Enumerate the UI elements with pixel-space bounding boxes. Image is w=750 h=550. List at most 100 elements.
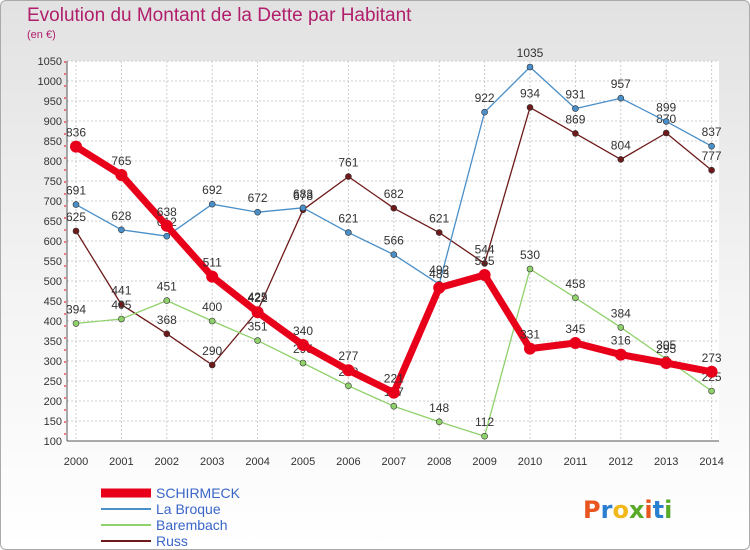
data-label-la-broque: 899	[656, 100, 676, 114]
data-label-barembach: 305	[656, 338, 676, 352]
data-label-barembach: 405	[111, 298, 131, 312]
data-label-schirmeck: 422	[248, 291, 268, 305]
data-label-la-broque: 566	[384, 234, 404, 248]
data-point-russ	[617, 156, 625, 163]
data-point-la-broque	[390, 251, 398, 258]
legend-label-russ: Russ	[156, 533, 188, 549]
data-label-russ: 804	[611, 138, 631, 152]
data-label-schirmeck: 765	[111, 154, 131, 168]
y-tick-label: 300	[44, 356, 62, 368]
data-point-barembach	[617, 324, 625, 331]
plot-area	[67, 61, 719, 441]
data-point-schirmeck	[70, 140, 82, 153]
data-point-barembach	[390, 402, 398, 410]
data-label-russ: 290	[202, 344, 222, 358]
data-point-russ	[708, 166, 715, 174]
data-point-barembach	[345, 382, 352, 390]
data-label-russ: 777	[702, 149, 722, 163]
data-label-la-broque: 691	[66, 184, 86, 198]
data-label-russ: 441	[111, 284, 131, 298]
data-point-la-broque	[572, 105, 579, 112]
x-tick-label: 2007	[382, 456, 406, 468]
data-label-la-broque: 621	[338, 212, 358, 226]
data-point-barembach	[208, 317, 216, 325]
proxiti-logo: Proxiti	[583, 496, 672, 524]
data-point-russ	[662, 129, 670, 137]
y-tick-label: 800	[44, 156, 62, 168]
data-label-schirmeck: 515	[475, 254, 495, 268]
x-tick-label: 2013	[654, 456, 678, 468]
data-point-la-broque	[662, 118, 670, 125]
data-point-russ	[526, 104, 534, 111]
data-point-russ	[345, 173, 352, 180]
data-point-russ	[390, 204, 398, 212]
y-tick-label: 1050	[38, 56, 62, 68]
x-tick-label: 2009	[472, 456, 496, 468]
data-point-la-broque	[708, 142, 715, 150]
data-point-russ	[435, 229, 443, 236]
data-label-schirmeck: 345	[565, 322, 585, 336]
data-label-barembach: 451	[157, 280, 177, 294]
data-label-russ: 544	[475, 242, 495, 256]
data-point-la-broque	[208, 200, 216, 208]
data-point-la-broque	[345, 229, 352, 236]
y-tick-label: 750	[44, 176, 62, 188]
data-point-barembach	[481, 432, 488, 440]
data-label-schirmeck: 273	[702, 351, 722, 365]
data-point-barembach	[72, 320, 80, 327]
data-point-schirmeck	[342, 364, 355, 377]
data-point-russ	[72, 227, 80, 235]
data-label-schirmeck: 340	[293, 324, 313, 338]
x-tick-label: 2002	[155, 456, 179, 468]
y-tick-label: 950	[44, 96, 62, 108]
data-point-schirmeck	[160, 219, 173, 232]
data-label-barembach: 351	[248, 320, 268, 334]
y-tick-label: 700	[44, 196, 62, 208]
data-label-russ: 934	[520, 86, 540, 100]
data-point-barembach	[299, 359, 307, 367]
data-point-la-broque	[617, 94, 625, 102]
data-label-barembach: 458	[565, 277, 585, 291]
data-label-schirmeck: 511	[203, 256, 222, 270]
data-point-schirmeck	[206, 270, 219, 283]
data-label-la-broque: 692	[202, 183, 222, 197]
x-tick-label: 2008	[427, 456, 451, 468]
data-point-barembach	[708, 387, 715, 395]
data-point-barembach	[118, 315, 125, 323]
data-point-schirmeck	[614, 348, 627, 361]
chart-title: Evolution du Montant de la Dette par Hab…	[27, 5, 412, 26]
x-tick-label: 2001	[109, 456, 133, 468]
y-tick-label: 450	[44, 296, 62, 308]
y-tick-label: 400	[44, 316, 62, 328]
data-label-la-broque: 683	[293, 187, 313, 201]
data-point-barembach	[163, 297, 171, 304]
x-tick-label: 2004	[245, 456, 269, 468]
data-label-schirmeck: 638	[157, 205, 177, 219]
data-point-la-broque	[72, 201, 80, 208]
data-point-schirmeck	[569, 337, 582, 349]
data-label-la-broque: 492	[429, 263, 449, 277]
data-label-barembach: 530	[520, 248, 540, 262]
data-point-la-broque	[254, 208, 261, 216]
legend-label-barembach: Barembach	[156, 517, 228, 533]
data-label-schirmeck: 295	[656, 342, 676, 356]
data-label-la-broque: 837	[702, 125, 722, 139]
x-tick-label: 2006	[336, 456, 360, 468]
y-tick-label: 850	[44, 136, 62, 148]
data-label-schirmeck: 483	[429, 267, 449, 281]
y-tick-label: 200	[44, 396, 62, 408]
data-label-barembach: 112	[475, 415, 494, 429]
data-label-russ: 621	[429, 212, 449, 226]
x-tick-label: 2014	[699, 456, 723, 468]
data-label-russ: 425	[248, 290, 268, 304]
data-label-la-broque: 672	[248, 191, 268, 205]
data-label-russ: 682	[384, 187, 404, 201]
y-tick-label: 1000	[38, 76, 62, 88]
y-tick-label: 100	[44, 436, 62, 448]
legend-label-la-broque: La Broque	[156, 501, 221, 517]
data-label-schirmeck: 836	[66, 126, 86, 140]
x-tick-label: 2012	[609, 456, 633, 468]
data-label-barembach: 394	[66, 302, 86, 316]
data-point-schirmeck	[297, 339, 309, 351]
